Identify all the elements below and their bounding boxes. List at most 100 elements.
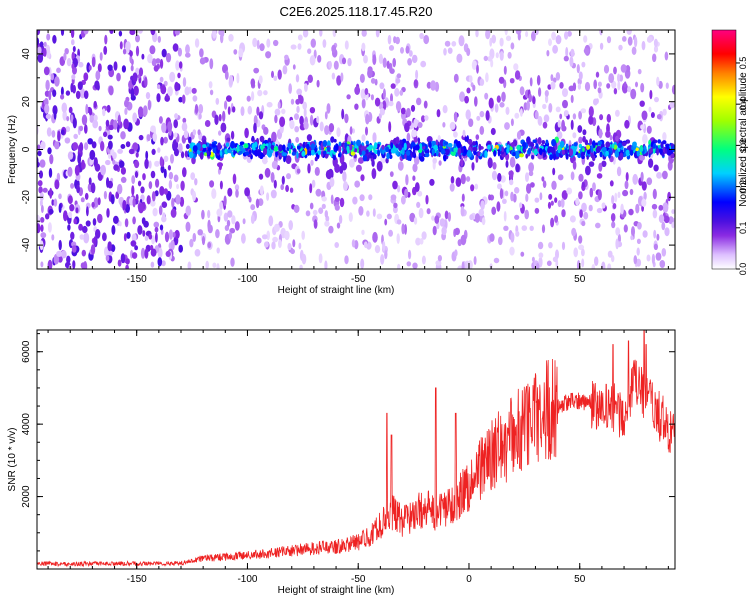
heatmap-blob <box>264 167 271 178</box>
heatmap-blob <box>408 50 413 57</box>
heatmap-blob <box>295 98 301 105</box>
heatmap-blob <box>610 213 616 222</box>
heatmap-blob <box>159 76 164 83</box>
heatmap-blob <box>88 177 92 185</box>
heatmap-blob <box>71 39 75 46</box>
heatmap-blob <box>474 96 478 107</box>
heatmap-blob <box>74 165 80 176</box>
heatmap-blob <box>364 88 369 95</box>
heatmap-blob <box>432 225 437 236</box>
heatmap-blob <box>90 182 96 194</box>
heatmap-blob <box>449 183 455 192</box>
heatmap-band-blob <box>188 136 192 144</box>
heatmap-blob <box>416 97 422 106</box>
heatmap-blob <box>117 148 123 154</box>
heatmap-blob <box>233 49 238 55</box>
heatmap-blob <box>214 114 219 126</box>
heatmap-blob <box>615 135 619 142</box>
heatmap-blob <box>93 114 98 122</box>
heatmap-band-blob <box>346 145 350 152</box>
heatmap-blob <box>582 129 587 136</box>
heatmap-blob <box>175 194 181 205</box>
heatmap-blob <box>105 159 111 166</box>
heatmap-blob <box>569 215 576 223</box>
heatmap-blob <box>571 227 577 237</box>
heatmap-blob <box>178 96 183 103</box>
heatmap-band-blob <box>537 137 542 145</box>
heatmap-blob <box>97 197 101 206</box>
heatmap-blob <box>60 30 65 36</box>
heatmap-blob <box>81 114 88 126</box>
heatmap-blob <box>209 58 214 70</box>
heatmap-band-blob <box>538 148 543 155</box>
heatmap-blob <box>336 222 341 229</box>
heatmap-blob <box>389 62 393 74</box>
heatmap-blob <box>552 256 558 263</box>
heatmap-band-blob <box>254 141 258 148</box>
heatmap-blob <box>227 187 233 197</box>
heatmap-blob <box>234 221 240 231</box>
heatmap-blob <box>37 161 40 168</box>
heatmap-blob <box>521 225 528 232</box>
heatmap-blob <box>487 56 493 62</box>
heatmap-blob <box>68 211 73 219</box>
heatmap-blob <box>181 122 188 132</box>
heatmap-blob <box>503 225 509 231</box>
heatmap-blob <box>583 47 590 55</box>
heatmap-band-blob <box>532 139 537 143</box>
heatmap-band-blob <box>552 153 557 161</box>
heatmap-blob <box>331 44 337 54</box>
heatmap-band-blob <box>531 154 535 160</box>
heatmap-blob <box>174 148 179 157</box>
heatmap-blob <box>113 119 118 130</box>
heatmap-blob <box>77 81 83 90</box>
heatmap-band-blob <box>410 141 416 148</box>
heatmap-band-blob <box>278 144 283 152</box>
heatmap-blob <box>423 34 430 45</box>
heatmap-blob <box>173 119 178 129</box>
heatmap-blob <box>122 199 127 210</box>
heatmap-blob <box>630 235 634 241</box>
heatmap-blob <box>224 100 228 110</box>
heatmap-band-blob <box>648 148 653 153</box>
heatmap-blob <box>465 109 471 120</box>
heatmap-band-blob <box>453 143 457 149</box>
heatmap-blob <box>94 163 101 172</box>
heatmap-blob <box>64 48 69 55</box>
heatmap-band-blob <box>438 153 441 158</box>
heatmap-blob <box>271 131 277 143</box>
heatmap-blob <box>67 224 71 231</box>
heatmap-blob <box>551 180 557 190</box>
heatmap-blob <box>238 48 244 58</box>
heatmap-blob <box>413 217 418 225</box>
heatmap-blob <box>295 74 300 83</box>
heatmap-band-blob <box>403 142 407 151</box>
heatmap-blob <box>118 30 123 37</box>
heatmap-blob <box>365 126 368 136</box>
heatmap-blob <box>360 174 365 182</box>
heatmap-blob <box>290 98 295 105</box>
heatmap-blob <box>555 35 562 45</box>
heatmap-blob <box>620 203 624 215</box>
heatmap-blob <box>57 130 61 142</box>
heatmap-band-blob <box>199 151 204 160</box>
heatmap-blob <box>73 218 77 225</box>
heatmap-x-axis-label: Height of straight line (km) <box>278 285 395 296</box>
heatmap-blob <box>401 223 405 235</box>
heatmap-blob <box>658 204 664 211</box>
heatmap-blob <box>236 72 240 84</box>
heatmap-blob <box>525 30 529 38</box>
heatmap-blob <box>547 84 552 90</box>
heatmap-blob <box>404 224 407 235</box>
heatmap-band-blob <box>373 142 378 149</box>
heatmap-blob <box>541 176 545 182</box>
heatmap-blob <box>421 231 427 240</box>
heatmap-blob <box>479 125 485 135</box>
colorbar: 0.0 0.1 0.2 0.3 0.4 0.5 Normalized spectral a… <box>711 29 749 275</box>
heatmap-blob <box>552 44 558 54</box>
heatmap-band-blob <box>595 146 601 154</box>
heatmap-blob <box>415 69 419 80</box>
heatmap-blob <box>185 44 190 55</box>
heatmap-blob <box>89 149 96 161</box>
heatmap-blob <box>218 114 222 122</box>
